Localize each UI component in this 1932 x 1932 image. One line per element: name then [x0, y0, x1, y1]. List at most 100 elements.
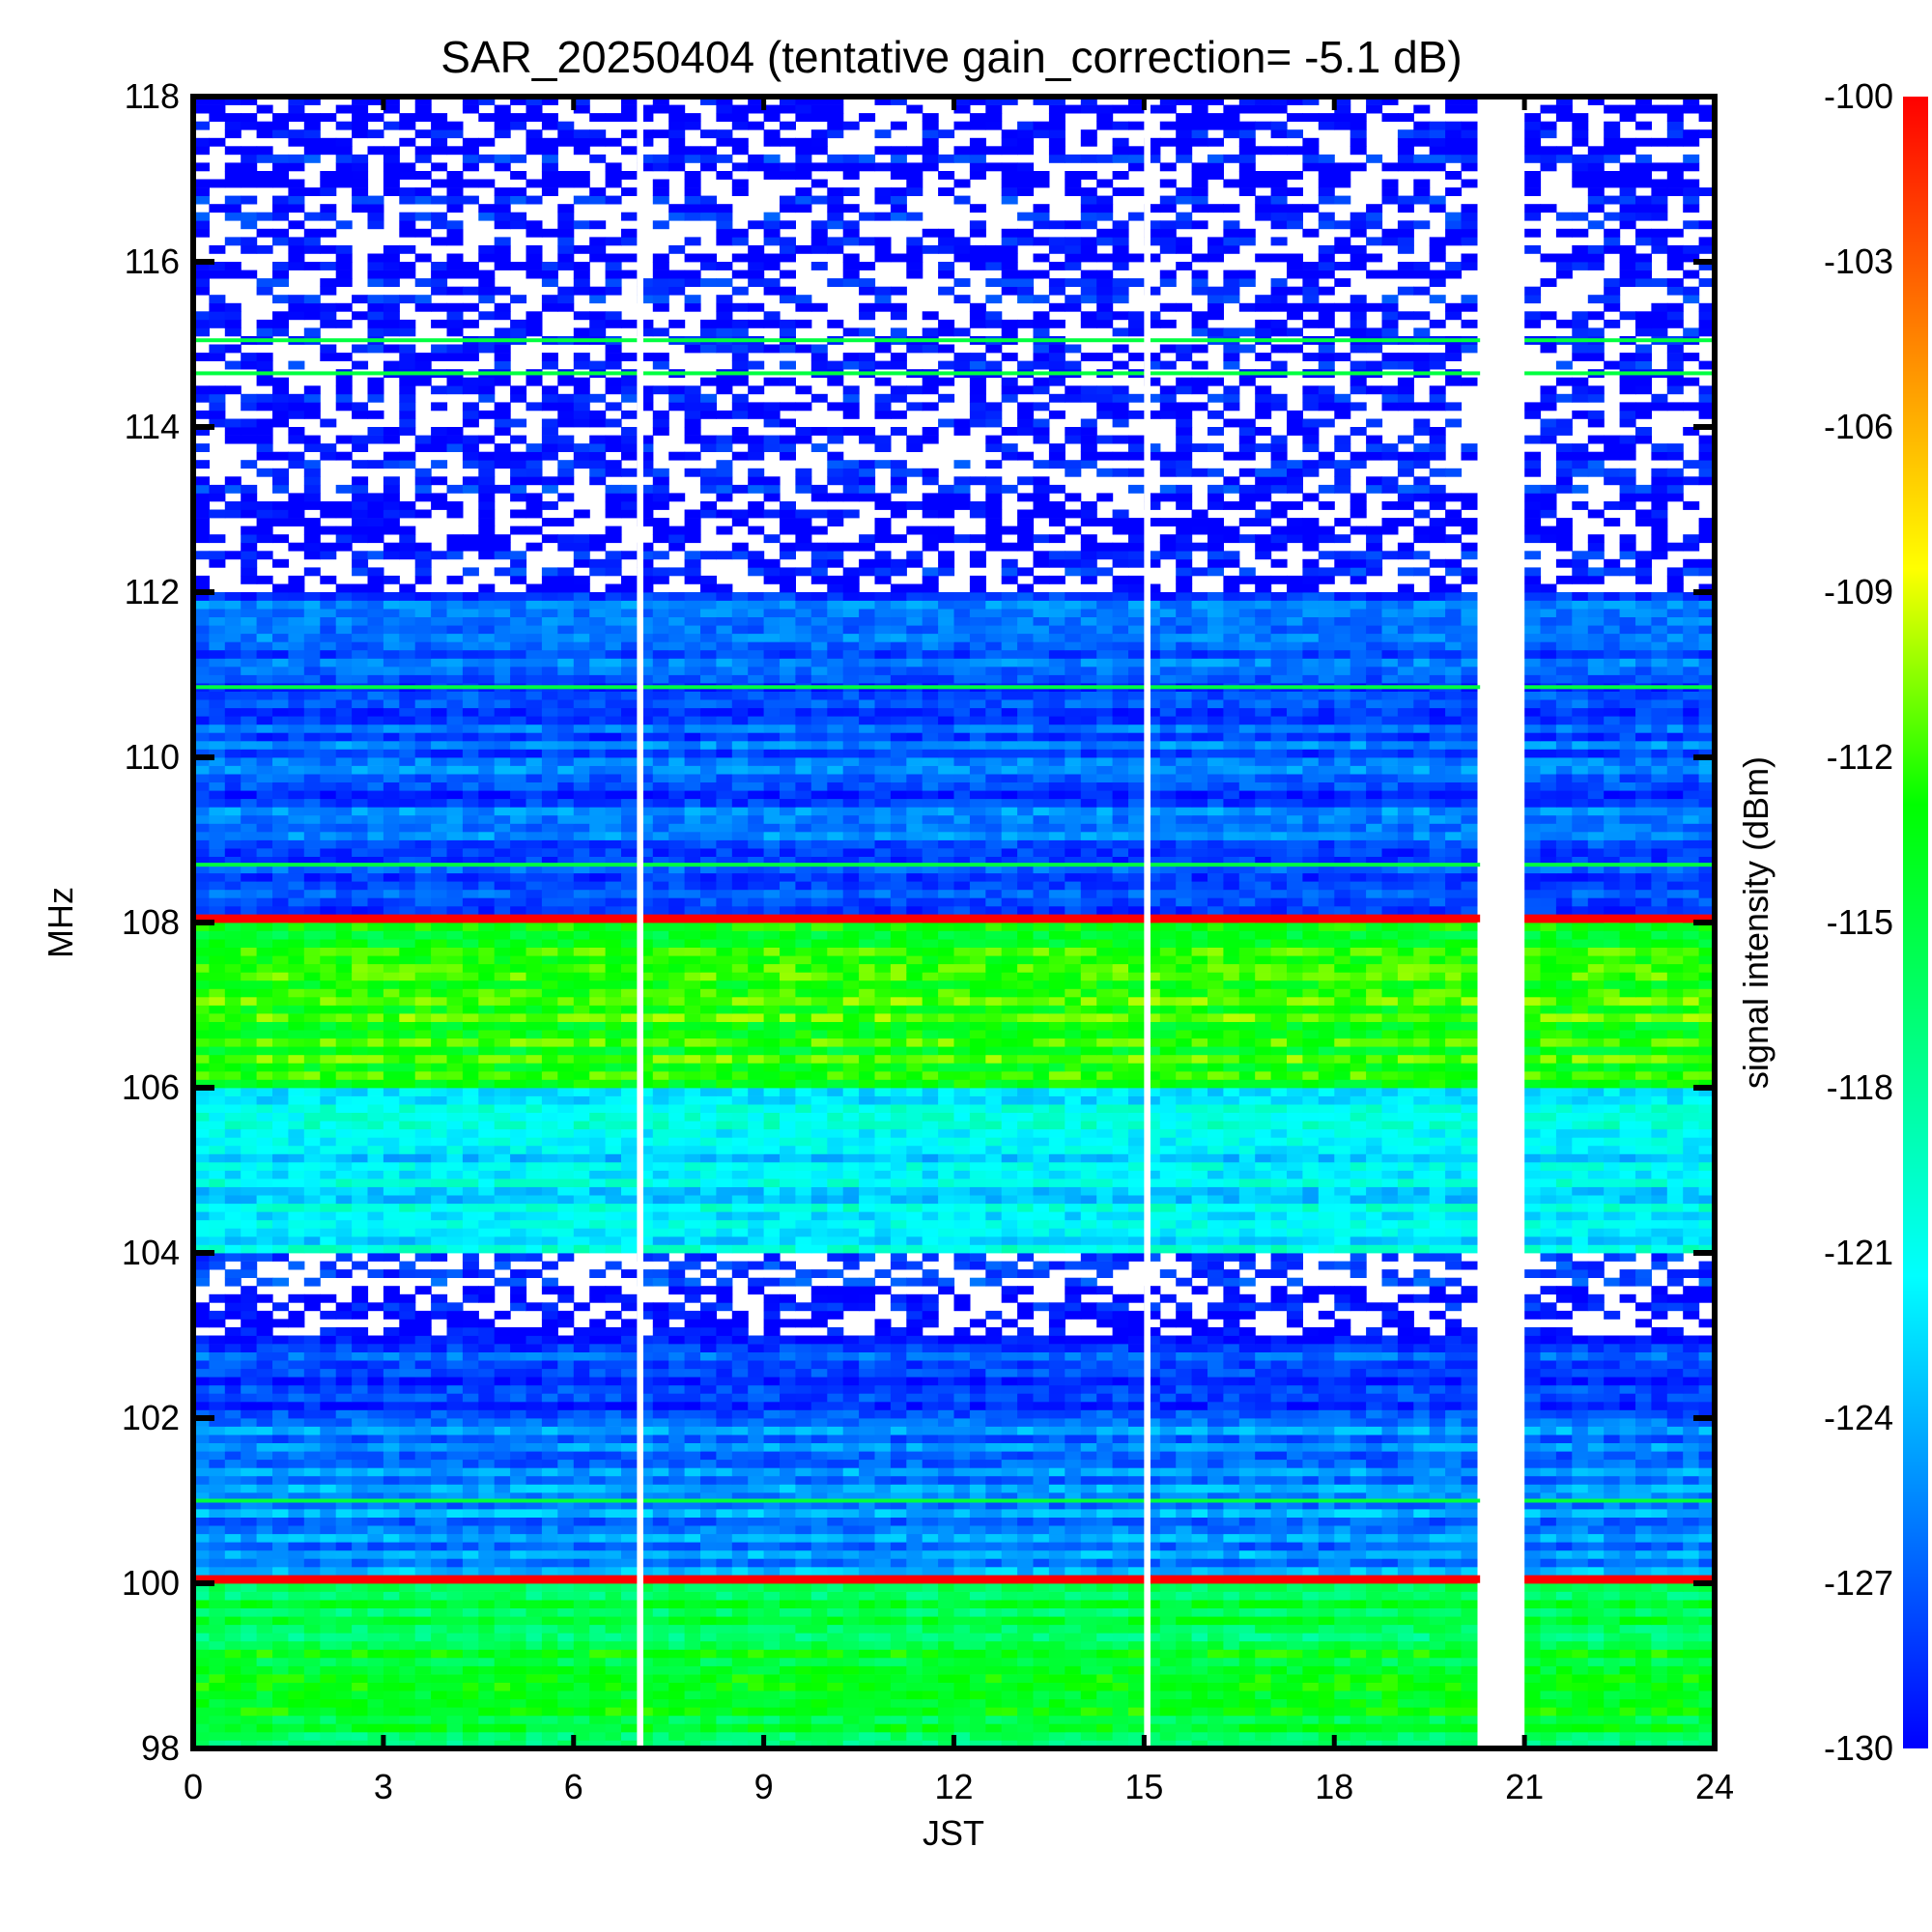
heatmap-cell: [748, 1715, 765, 1724]
heatmap-cell: [573, 1674, 590, 1683]
heatmap-cell: [1048, 1302, 1065, 1312]
heatmap-cell: [1176, 1517, 1193, 1526]
heatmap-cell: [1223, 1277, 1240, 1287]
heatmap-cell: [399, 1533, 416, 1543]
heatmap-cell: [1683, 1451, 1700, 1461]
heatmap-cell: [780, 1624, 796, 1634]
heatmap-cell: [256, 1723, 273, 1733]
heatmap-cell: [922, 1459, 939, 1468]
heatmap-cell: [938, 1665, 955, 1675]
heatmap-cell: [1635, 1435, 1652, 1443]
heatmap-cell: [1065, 1401, 1082, 1410]
heatmap-cell: [1128, 1658, 1145, 1666]
heatmap-cell: [462, 1435, 479, 1443]
heatmap-cell: [731, 1707, 749, 1717]
heatmap-cell: [605, 1731, 622, 1741]
heatmap-cell: [272, 1492, 289, 1501]
heatmap-cell: [541, 1517, 558, 1526]
heatmap-cell: [1666, 1658, 1684, 1666]
heatmap-cell: [478, 1525, 496, 1535]
heatmap-cell: [1524, 1302, 1542, 1312]
heatmap-cell: [383, 1360, 400, 1370]
heatmap-cell: [303, 1731, 321, 1741]
heatmap-cell: [985, 1649, 1003, 1659]
heatmap-cell: [224, 1640, 242, 1650]
heatmap-cell: [969, 1674, 986, 1683]
heatmap-cell: [1318, 1658, 1335, 1666]
heatmap-cell: [1318, 1698, 1335, 1708]
heatmap-cell: [700, 1351, 717, 1361]
heatmap-cell: [1350, 1542, 1367, 1551]
heatmap-cell: [763, 1640, 781, 1650]
heatmap-cell: [1604, 1624, 1621, 1634]
heatmap-cell: [874, 1583, 892, 1592]
heatmap-cell: [303, 1368, 321, 1378]
heatmap-cell: [827, 1583, 844, 1592]
heatmap-cell: [383, 1633, 400, 1642]
heatmap-cell: [1001, 1293, 1018, 1303]
heatmap-cell: [510, 1475, 527, 1485]
heatmap-cell: [969, 1698, 986, 1708]
heatmap-cell: [1238, 1731, 1256, 1741]
heatmap-cell: [399, 1459, 416, 1468]
heatmap-cell: [1619, 1517, 1636, 1526]
heatmap-cell: [1080, 1360, 1097, 1370]
heatmap-cell: [1572, 1426, 1589, 1435]
heatmap-cell: [209, 1616, 226, 1626]
heatmap-cell: [874, 1707, 892, 1717]
heatmap-cell: [399, 1435, 416, 1443]
heatmap-cell: [1366, 1384, 1383, 1394]
heatmap-cell: [352, 1690, 369, 1700]
heatmap-cell: [842, 1525, 860, 1535]
heatmap-cell: [1208, 1426, 1224, 1435]
heatmap-cell: [494, 1418, 511, 1427]
heatmap-cell: [193, 1277, 210, 1287]
heatmap-cell: [890, 1377, 907, 1386]
heatmap-cell: [1683, 1492, 1700, 1501]
heatmap-cell: [414, 1640, 432, 1650]
heatmap-cell: [1096, 1384, 1114, 1394]
heatmap-cell: [763, 1426, 781, 1435]
heatmap-cell: [906, 1665, 923, 1675]
heatmap-cell: [1651, 1377, 1668, 1386]
heatmap-cell: [1683, 1293, 1700, 1303]
heatmap-cell: [859, 1690, 876, 1700]
heatmap-cell: [256, 1558, 273, 1568]
heatmap-cell: [1334, 1665, 1351, 1675]
heatmap-cell: [922, 1360, 939, 1370]
heatmap-cell: [320, 1682, 337, 1691]
heatmap-cell: [906, 1467, 923, 1477]
heatmap-cell: [1159, 1401, 1177, 1410]
heatmap-cell: [1048, 1418, 1065, 1427]
heatmap-cell: [399, 1525, 416, 1535]
heatmap-cell: [510, 1327, 527, 1336]
heatmap-cell: [462, 1319, 479, 1328]
heatmap-cell: [352, 1475, 369, 1485]
heatmap-cell: [922, 1624, 939, 1634]
heatmap-cell: [1334, 1335, 1351, 1345]
heatmap-cell: [414, 1360, 432, 1370]
heatmap-cell: [1381, 1649, 1399, 1659]
heatmap-cell: [1208, 1418, 1224, 1427]
heatmap-cell: [1350, 1293, 1367, 1303]
heatmap-cell: [557, 1640, 575, 1650]
heatmap-cell: [938, 1583, 955, 1592]
heatmap-cell: [795, 1426, 812, 1435]
heatmap-cell: [272, 1384, 289, 1394]
heatmap-cell: [224, 1409, 242, 1419]
heatmap-cell: [367, 1401, 384, 1410]
heatmap-cell: [1381, 1640, 1399, 1650]
heatmap-cell: [795, 1377, 812, 1386]
heatmap-cell: [780, 1509, 796, 1518]
heatmap-cell: [1524, 1360, 1542, 1370]
heatmap-cell: [1572, 1484, 1589, 1493]
heatmap-cell: [478, 1475, 496, 1485]
heatmap-cell: [367, 1566, 384, 1576]
heatmap-cell: [1159, 1583, 1177, 1592]
heatmap-cell: [637, 1492, 654, 1501]
heatmap-cell: [446, 1658, 464, 1666]
heatmap-cell: [668, 1377, 686, 1386]
heatmap-cell: [1159, 1649, 1177, 1659]
heatmap-cell: [621, 1723, 638, 1733]
heatmap-cell: [1318, 1344, 1335, 1352]
